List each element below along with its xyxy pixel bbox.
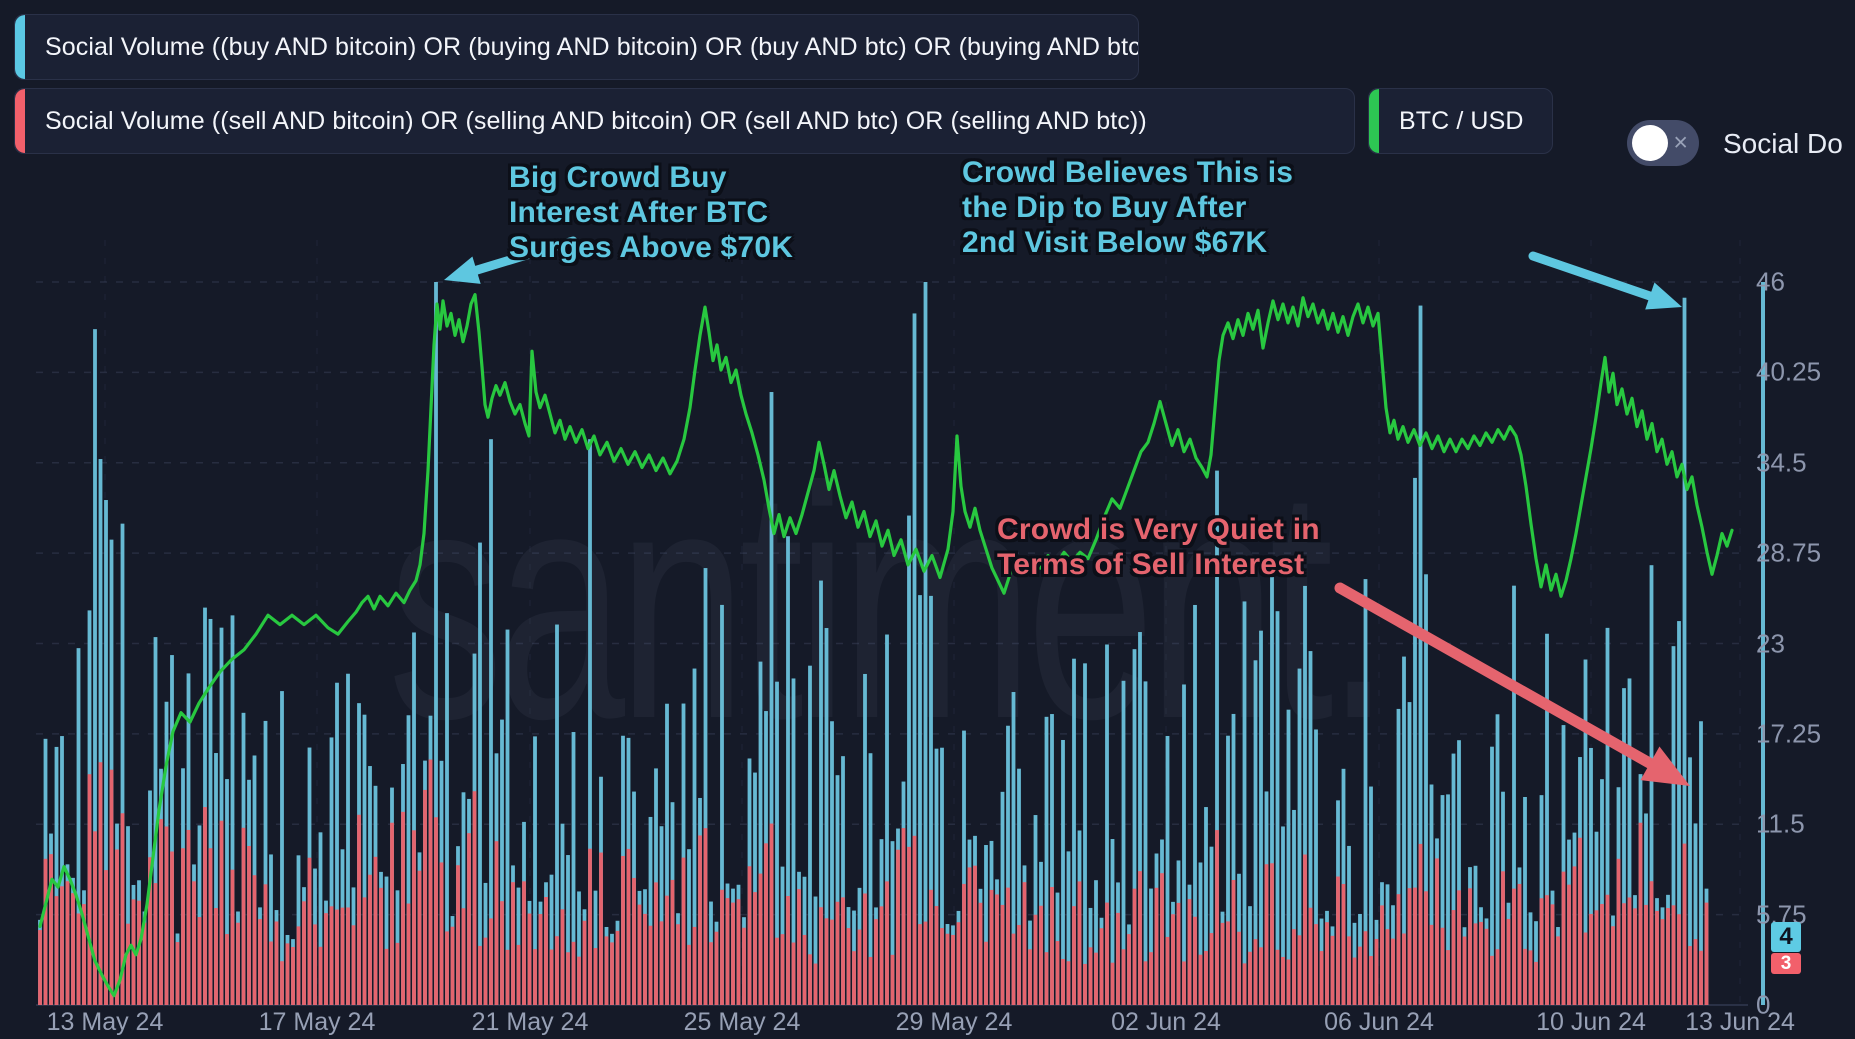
x-axis-label: 10 Jun 24 [1536,1008,1646,1036]
y-axis-label: 23 [1756,628,1785,658]
btc-price-line [38,293,1734,998]
legend-buy-label: Social Volume ((buy AND bitcoin) OR (buy… [45,32,1139,61]
price-series-color-bar [1369,89,1379,153]
x-axis-label: 13 Jun 24 [1685,1008,1795,1036]
x-axis-label: 13 May 24 [46,1008,164,1036]
toggle-label: Social Do [1723,128,1843,159]
legend-sell-label: Social Volume ((sell AND bitcoin) OR (se… [45,106,1147,135]
x-axis-label: 02 Jun 24 [1111,1008,1221,1036]
legend-buy-social-volume[interactable]: Social Volume ((buy AND bitcoin) OR (buy… [14,14,1139,80]
x-axis-label: 29 May 24 [895,1008,1013,1036]
y-axis-label: 17.25 [1756,718,1822,749]
y-axis-label: 28.75 [1756,537,1822,568]
sell-series-color-bar [15,89,25,153]
x-axis-label: 25 May 24 [683,1008,801,1036]
y-axis-label: 11.5 [1756,808,1805,839]
sell-latest-value-badge: 3 [1771,953,1801,974]
legend-btc-usd-label: BTC / USD [1399,106,1524,135]
social-dominance-toggle[interactable]: × [1627,120,1699,166]
toggle-x-icon: × [1673,128,1688,157]
y-axis-label: 46 [1756,266,1785,297]
sell-volume-bars [38,759,1709,1005]
legend-sell-social-volume[interactable]: Social Volume ((sell AND bitcoin) OR (se… [14,88,1355,154]
gridlines [36,240,1748,1006]
buy-series-color-bar [15,15,25,79]
x-axis-label: 06 Jun 24 [1324,1008,1434,1036]
toggle-knob [1632,125,1668,161]
annotation-arrows [444,236,1690,786]
y-axis-label: 0 [1756,989,1771,1020]
legend-btc-usd[interactable]: BTC / USD [1368,88,1553,154]
buy-latest-value-badge: 4 [1771,922,1801,952]
y-axis-label: 34.5 [1756,447,1807,478]
x-axis-label: 17 May 24 [258,1008,376,1036]
y-axis-label: 40.25 [1756,356,1822,387]
x-axis-label: 21 May 24 [471,1008,589,1036]
